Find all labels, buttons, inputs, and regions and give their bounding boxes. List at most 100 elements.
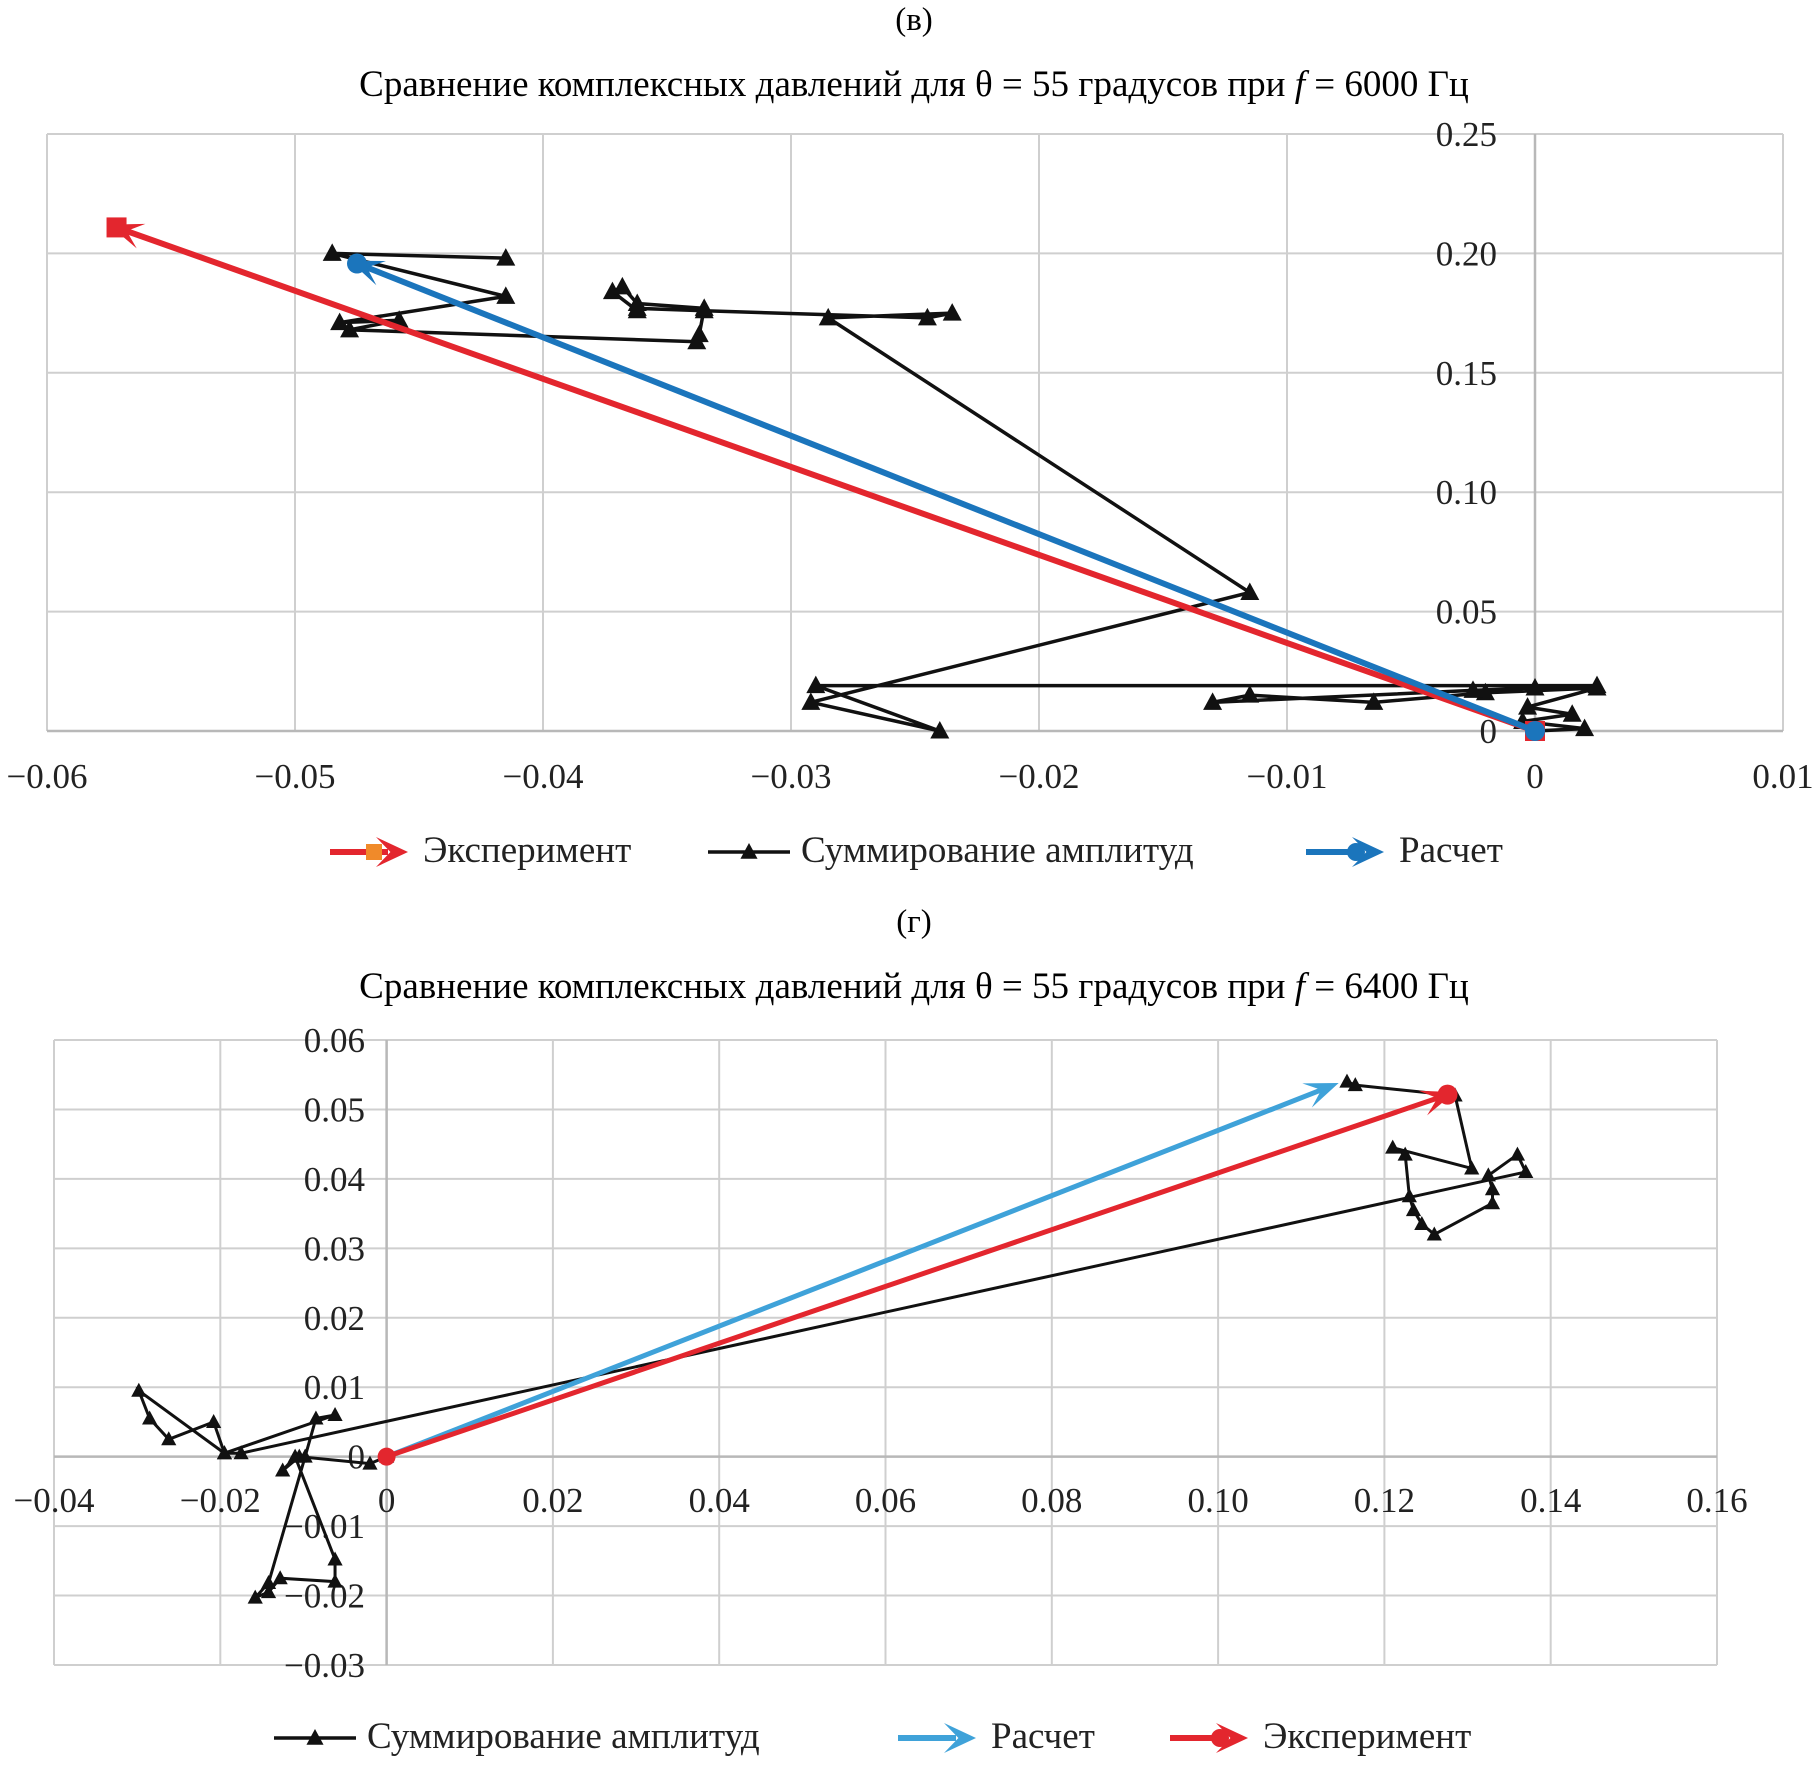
y-tick-label: 0 xyxy=(348,1438,366,1477)
title-frequency: = 6000 Гц xyxy=(1305,64,1469,105)
y-tick-label: 0.05 xyxy=(304,1090,365,1129)
data-point xyxy=(1414,1216,1430,1231)
y-tick-label: 0.25 xyxy=(1436,115,1497,154)
vector-origin-marker xyxy=(1525,721,1545,741)
vector-tip-marker xyxy=(346,253,367,274)
x-tick-label: 0 xyxy=(378,1481,396,1520)
data-point xyxy=(1240,582,1260,600)
data-point xyxy=(1480,1167,1496,1182)
legend-marker xyxy=(306,1729,324,1745)
data-point xyxy=(1484,1181,1501,1196)
y-tick-label: −0.01 xyxy=(284,1507,365,1546)
data-point xyxy=(206,1413,222,1428)
vector-tip-marker xyxy=(106,217,127,238)
data-point xyxy=(275,1462,291,1477)
data-point xyxy=(1401,1188,1417,1203)
legend-item: Эксперимент xyxy=(1170,1716,1471,1757)
legend-label: Расчет xyxy=(1399,830,1503,871)
y-tick-label: 0.20 xyxy=(1436,234,1497,273)
y-tick-label: 0 xyxy=(1480,712,1498,751)
vector-line xyxy=(385,1085,1327,1459)
series-summation xyxy=(322,243,1607,739)
data-point xyxy=(602,281,622,300)
panel-label: (в) xyxy=(895,2,933,38)
plot-area: −0.06 −0.05 −0.04 −0.03 −0.02 −0.01 0 0.01 0 0.05… xyxy=(7,115,1814,796)
data-point xyxy=(1364,692,1384,710)
y-tick-label: 0.04 xyxy=(304,1160,365,1199)
data-point xyxy=(340,319,360,338)
data-point xyxy=(1587,675,1607,694)
data-point xyxy=(216,1445,233,1460)
data-point xyxy=(247,1589,263,1604)
legend-item: Суммирование амплитуд xyxy=(708,830,1194,871)
series-vector-1 xyxy=(385,1083,1339,1459)
legend-label: Расчет xyxy=(991,1716,1095,1757)
data-point xyxy=(322,243,342,261)
x-tick-label: 0.16 xyxy=(1686,1481,1747,1520)
data-point xyxy=(612,276,632,295)
y-tick-label: 0.01 xyxy=(304,1368,365,1407)
data-point xyxy=(694,298,714,316)
legend-item: Эксперимент xyxy=(330,830,631,871)
x-tick-label: 0.04 xyxy=(689,1481,750,1520)
legend-arrow-head xyxy=(376,837,408,867)
series-vector-2 xyxy=(346,253,1545,741)
x-tick-label: 0.01 xyxy=(1752,757,1813,796)
vector-line xyxy=(361,262,1537,734)
x-tick-label: −0.05 xyxy=(255,757,336,796)
data-point xyxy=(1575,718,1595,737)
data-point xyxy=(308,1410,324,1425)
data-point xyxy=(1405,1202,1422,1217)
x-tick-label: 0 xyxy=(1526,757,1544,796)
y-tick-label: 0.03 xyxy=(304,1229,365,1268)
legend-label: Эксперимент xyxy=(1263,1716,1471,1757)
y-tick-label: 0.05 xyxy=(1436,593,1497,632)
y-tick-label: −0.02 xyxy=(284,1577,365,1616)
legend-marker xyxy=(366,844,382,860)
data-point xyxy=(1562,704,1582,722)
legend-label: Суммирование амплитуд xyxy=(801,830,1194,871)
y-tick-label: 0.15 xyxy=(1436,354,1497,393)
data-point xyxy=(327,1407,343,1421)
title-text: Сравнение комплексных давлений для θ = 5… xyxy=(359,64,1295,105)
x-tick-label: 0.14 xyxy=(1520,1481,1581,1520)
y-tick-label: 0.02 xyxy=(304,1299,365,1338)
data-point xyxy=(1518,697,1538,715)
data-point xyxy=(161,1431,177,1446)
data-point xyxy=(1525,678,1545,696)
arrow-head xyxy=(1302,1083,1339,1108)
data-point xyxy=(806,675,826,694)
x-tick-label: −0.01 xyxy=(1247,757,1328,796)
chart-title: Сравнение комплексных давлений для θ = 5… xyxy=(359,64,1469,105)
title-frequency: = 6400 Гц xyxy=(1305,966,1469,1007)
data-point xyxy=(1509,1146,1526,1161)
series-vector-2 xyxy=(377,1084,1458,1466)
legend-marker xyxy=(1211,1729,1229,1747)
data-point xyxy=(362,1455,378,1470)
x-tick-label: 0.06 xyxy=(855,1481,916,1520)
x-tick-label: 0.08 xyxy=(1021,1481,1082,1520)
data-point xyxy=(942,303,962,321)
data-point xyxy=(818,307,838,326)
data-point xyxy=(327,1573,343,1588)
vector-tip-marker xyxy=(1437,1084,1458,1105)
data-point xyxy=(297,1448,313,1463)
x-tick-label: 0.02 xyxy=(522,1481,583,1520)
chart-title: Сравнение комплексных давлений для θ = 5… xyxy=(359,966,1469,1007)
y-tick-label: −0.03 xyxy=(284,1646,365,1685)
data-point xyxy=(496,286,516,304)
data-point xyxy=(1339,1073,1355,1088)
legend-item: Суммирование амплитуд xyxy=(274,1716,760,1757)
y-tick-label: 0.06 xyxy=(304,1021,365,1060)
legend-marker xyxy=(1347,843,1365,861)
legend-marker xyxy=(740,843,758,859)
legend: Эксперимент Суммирование амплитуд Расчет xyxy=(330,830,1503,871)
title-text: Сравнение комплексных давлений для θ = 5… xyxy=(359,966,1295,1007)
series-vector-0 xyxy=(106,217,1545,741)
data-point xyxy=(1464,1160,1480,1175)
data-point xyxy=(1518,1163,1534,1178)
y-tick-label: 0.10 xyxy=(1436,473,1497,512)
x-tick-label: −0.06 xyxy=(7,757,88,796)
legend-arrow-head xyxy=(944,1723,976,1753)
